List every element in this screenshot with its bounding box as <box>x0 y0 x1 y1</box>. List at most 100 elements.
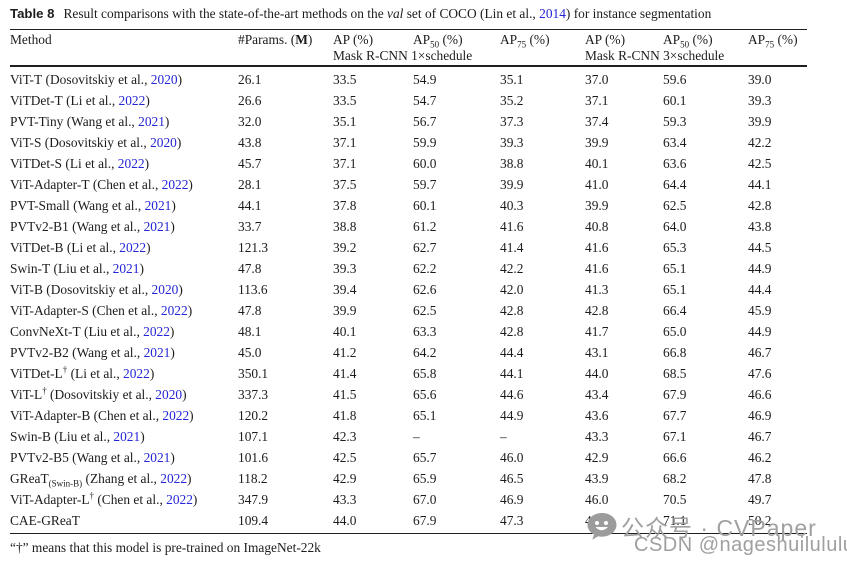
citation-year-link[interactable]: 2014 <box>539 6 566 21</box>
ap50-1x-value: 62.5 <box>413 303 437 318</box>
ap75-3x-value: 42.2 <box>748 135 772 150</box>
citation-year-link[interactable]: 2021 <box>143 219 171 234</box>
citation-close: ) <box>187 303 193 318</box>
citation-year-link[interactable]: 2020 <box>150 72 178 87</box>
ap50-3x-value: 65.1 <box>663 261 687 276</box>
citation-year-link[interactable]: 2022 <box>160 303 188 318</box>
citation-close: ) <box>192 492 198 507</box>
citation-text: (Dosovitskiy et al., <box>42 282 152 297</box>
ap50-3x-value: 64.0 <box>663 219 687 234</box>
ap50-1x-value: 65.1 <box>413 408 437 423</box>
citation-close: ) <box>170 219 175 234</box>
ap50-1x-value: 65.8 <box>413 366 437 381</box>
params-bold-m: M <box>295 32 308 47</box>
ap75-1x-value: 44.6 <box>500 387 524 402</box>
ap75-1x-value: 35.2 <box>500 93 524 108</box>
ap-1x-value: 37.5 <box>333 177 357 192</box>
ap-3x-value: 46.0 <box>585 492 609 507</box>
ap-1x-value: 37.1 <box>333 156 357 171</box>
method-cell: PVT-Tiny (Wang et al., 2021) <box>10 111 238 132</box>
citation-year-link[interactable]: 2021 <box>112 261 140 276</box>
method-cell: ViT-Adapter-T (Chen et al., 2022) <box>10 174 238 195</box>
params-value: 47.8 <box>238 303 262 318</box>
method-cell: ViTDet-L† (Li et al., 2022) <box>10 363 238 384</box>
ap50-1x-value: 56.7 <box>413 114 437 129</box>
caption-text-1: Result comparisons with the state-of-the… <box>63 6 388 21</box>
ap50-3x-value: 66.6 <box>663 450 687 465</box>
table-row: ViT-Adapter-B (Chen et al., 2022) 120.2 … <box>10 405 807 426</box>
citation-year-link[interactable]: 2022 <box>160 471 188 486</box>
ap50-3x-value: 66.8 <box>663 345 687 360</box>
citation-close: ) <box>170 345 175 360</box>
ap50-1x-value: 54.9 <box>413 72 437 87</box>
ap75-1x-value: 47.3 <box>500 513 524 528</box>
ap50-3x-value: 60.1 <box>663 93 687 108</box>
table-footnote: “†” means that this model is pre-trained… <box>10 540 321 555</box>
ap-1x-value: 41.4 <box>333 366 357 381</box>
citation-year-link[interactable]: 2022 <box>161 177 189 192</box>
method-name: PVTv2-B1 <box>10 219 69 234</box>
ap75-1x-value: 46.5 <box>500 471 524 486</box>
citation-text: (Dosovitskiy et al., <box>41 135 151 150</box>
table-row: ViT-S (Dosovitskiy et al., 2020) 43.8 37… <box>10 132 807 153</box>
citation-year-link[interactable]: 2022 <box>166 492 193 507</box>
citation-year-link[interactable]: 2021 <box>144 198 172 213</box>
citation-year-link[interactable]: 2021 <box>113 429 141 444</box>
ap-1x-value: 39.4 <box>333 282 357 297</box>
citation-year-link[interactable]: 2020 <box>151 282 179 297</box>
params-value: 48.1 <box>238 324 262 339</box>
citation-year-link[interactable]: 2022 <box>123 366 150 381</box>
ap50-1x-value: 62.6 <box>413 282 437 297</box>
backbone-subscript: (Swin-B) <box>48 478 83 489</box>
ap50-3x-value: 67.7 <box>663 408 687 423</box>
ap50-1x-value: 61.2 <box>413 219 437 234</box>
ap75-1x-value: 42.2 <box>500 261 524 276</box>
ap50-3x-value: 59.6 <box>663 72 687 87</box>
citation-text: (Chen et al., <box>90 408 163 423</box>
ap50-1x-value: 65.9 <box>413 471 437 486</box>
table-row: ViT-Adapter-L† (Chen et al., 2022) 347.9… <box>10 489 807 510</box>
ap75-3x-value: 46.9 <box>748 408 772 423</box>
citation-year-link[interactable]: 2022 <box>118 93 146 108</box>
ap-1x-value: 41.2 <box>333 345 357 360</box>
citation-year-link[interactable]: 2022 <box>162 408 190 423</box>
citation-year-link[interactable]: 2022 <box>143 324 170 339</box>
ap-1x-value: 39.3 <box>333 261 357 276</box>
params-value: 350.1 <box>238 366 269 381</box>
method-cell: ViT-L† (Dosovitskiy et al., 2020) <box>10 384 238 405</box>
params-value: 26.1 <box>238 72 262 87</box>
ap75-1x-value: 40.3 <box>500 198 524 213</box>
citation-year-link[interactable]: 2021 <box>138 114 165 129</box>
method-name: PVT-Tiny <box>10 114 64 129</box>
ap50-1x-value: 54.7 <box>413 93 437 108</box>
ap50-1x-value: 60.0 <box>413 156 437 171</box>
ap50-1x-value: 62.2 <box>413 261 437 276</box>
method-cell: ViT-Adapter-S (Chen et al., 2022) <box>10 300 238 321</box>
ap-3x-value: 41.3 <box>585 282 609 297</box>
citation-close: ) <box>171 198 176 213</box>
table-row: ViTDet-S (Li et al., 2022) 45.7 37.1 60.… <box>10 153 807 174</box>
col-header-ap-1x: AP (%) <box>333 32 374 47</box>
ap75-3x-value: 49.7 <box>748 492 772 507</box>
table-number-label: Table 8 <box>10 6 55 21</box>
ap75-3x-value: 46.7 <box>748 429 772 444</box>
citation-year-link[interactable]: 2022 <box>117 156 145 171</box>
citation-year-link[interactable]: 2020 <box>155 387 183 402</box>
citation-close: ) <box>178 282 183 297</box>
citation-year-link[interactable]: 2021 <box>143 345 171 360</box>
citation-year-link[interactable]: 2022 <box>119 240 147 255</box>
ap75-3x-value: 47.8 <box>748 471 772 486</box>
citation-text: (Liu et al., <box>80 324 144 339</box>
citation-year-link[interactable]: 2020 <box>150 135 177 150</box>
ap-3x-value: 39.9 <box>585 135 609 150</box>
ap75-3x-value: 44.1 <box>748 177 772 192</box>
citation-text: (Li et al., <box>67 366 124 381</box>
method-cell: ConvNeXt-T (Liu et al., 2022) <box>10 321 238 342</box>
ap-1x-value: 33.5 <box>333 72 357 87</box>
ap75-3x-value: 46.2 <box>748 450 772 465</box>
citation-year-link[interactable]: 2021 <box>143 450 171 465</box>
table-row: ViT-Adapter-S (Chen et al., 2022) 47.8 3… <box>10 300 807 321</box>
table-row: Swin-T (Liu et al., 2021) 47.8 39.3 62.2… <box>10 258 807 279</box>
ap75-3x-value: 44.9 <box>748 324 772 339</box>
table-row: ViT-Adapter-T (Chen et al., 2022) 28.1 3… <box>10 174 807 195</box>
